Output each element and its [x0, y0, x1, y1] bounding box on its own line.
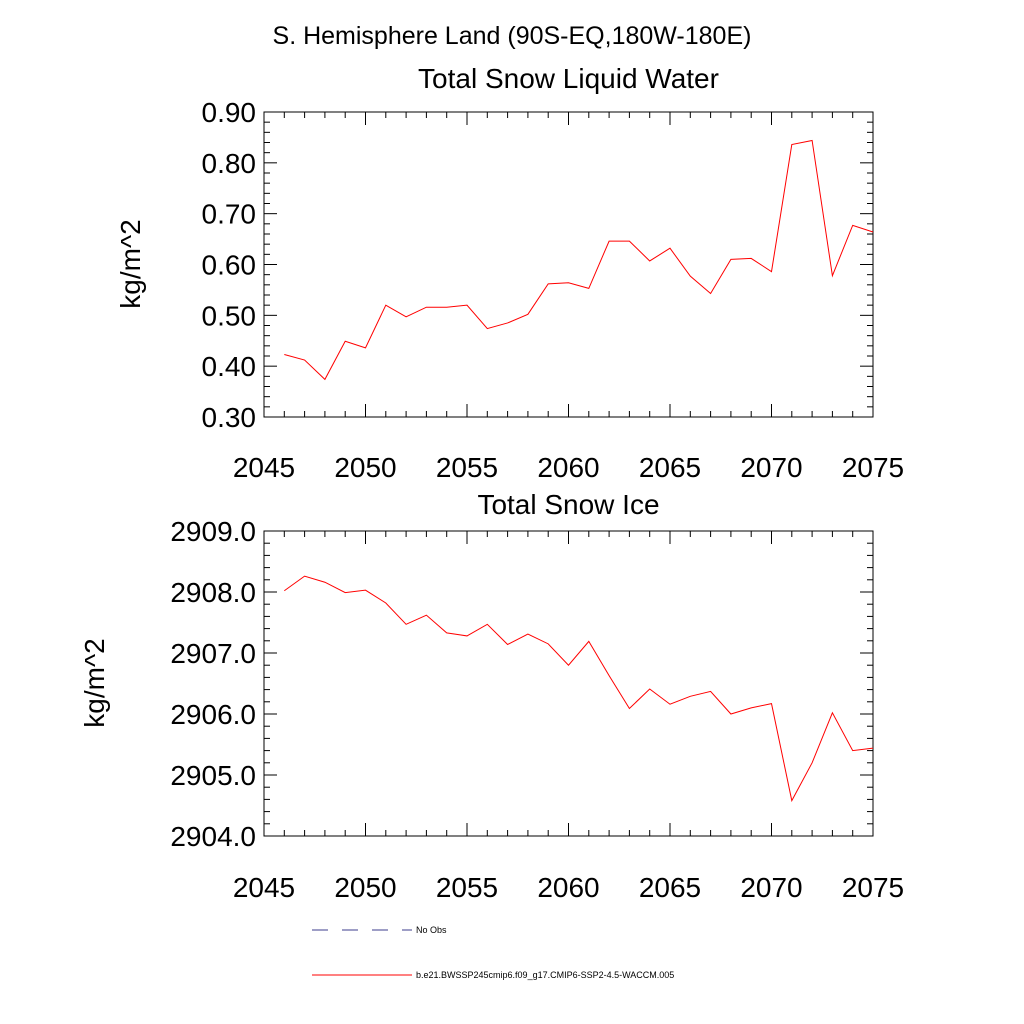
x-tick-label: 2045: [233, 872, 295, 903]
x-tick-label: 2075: [842, 872, 904, 903]
y-tick-label: 0.60: [202, 250, 257, 281]
series-line: [284, 139, 874, 381]
y-tick-label: 2908.0: [170, 577, 256, 608]
panel-title: Total Snow Ice: [477, 489, 659, 520]
x-tick-label: 2065: [639, 872, 701, 903]
x-tick-label: 2060: [537, 872, 599, 903]
panel-title: Total Snow Liquid Water: [418, 63, 719, 94]
x-tick-label: 2065: [639, 452, 701, 483]
panel-snow-liquid-water: Total Snow Liquid Water 2045 2050 2055 2060 2…: [115, 63, 904, 483]
y-axis-label: kg/m^2: [79, 638, 110, 727]
legend-label: b.e21.BWSSP245cmip6.f09_g17.CMIP6-SSP2-4…: [416, 970, 674, 980]
y-tick-label: 2907.0: [170, 638, 256, 669]
y-tick-label: 2904.0: [170, 821, 256, 852]
y-tick-label: 2905.0: [170, 760, 256, 791]
legend-label: No Obs: [416, 925, 447, 935]
y-tick-label: 0.50: [202, 300, 257, 331]
y-tick-label: 2906.0: [170, 699, 256, 730]
y-tick-label: 2909.0: [170, 516, 256, 547]
x-tick-label: 2050: [334, 452, 396, 483]
y-tick-label: 0.90: [202, 97, 257, 128]
x-tick-label: 2055: [436, 452, 498, 483]
y-tick-label: 0.70: [202, 199, 257, 230]
x-tick-label: 2070: [740, 452, 802, 483]
panel-snow-ice: Total Snow Ice 2045 2050 2055 2060 2065 2070 20…: [79, 489, 904, 903]
y-tick-label: 0.40: [202, 351, 257, 382]
y-tick-label: 0.30: [202, 402, 257, 433]
y-axis-label: kg/m^2: [115, 219, 146, 308]
y-tick-label: 0.80: [202, 148, 257, 179]
x-tick-label: 2045: [233, 452, 295, 483]
series-line: [284, 575, 874, 803]
x-tick-label: 2060: [537, 452, 599, 483]
figure-main-title: S. Hemisphere Land (90S-EQ,180W-180E): [273, 22, 752, 50]
x-tick-label: 2075: [842, 452, 904, 483]
x-tick-label: 2055: [436, 872, 498, 903]
x-tick-label: 2050: [334, 872, 396, 903]
x-tick-label: 2070: [740, 872, 802, 903]
legend: No Obs b.e21.BWSSP245cmip6.f09_g17.CMIP6-…: [312, 925, 674, 980]
